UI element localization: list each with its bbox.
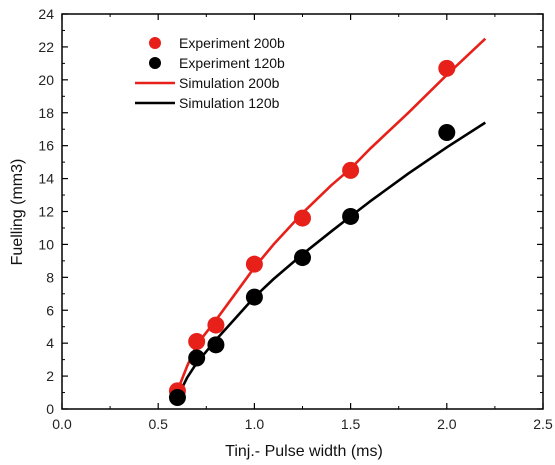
- y-tick-label: 6: [46, 302, 54, 318]
- y-tick-label: 14: [38, 171, 54, 187]
- x-tick-label: 2.0: [437, 416, 457, 432]
- legend: Experiment 200b Experiment 120b Simulation…: [135, 35, 285, 111]
- y-tick-label: 16: [38, 138, 54, 154]
- legend-label: Simulation 120b: [179, 95, 280, 111]
- data-point: [245, 288, 263, 306]
- y-tick-label: 0: [46, 401, 54, 417]
- data-point: [168, 388, 186, 406]
- y-tick-label: 8: [46, 269, 54, 285]
- data-point: [438, 59, 456, 77]
- x-tick-label: 1.0: [245, 416, 265, 432]
- x-axis-label: Tinj.- Pulse width (ms): [225, 443, 383, 460]
- x-tick-label: 0.5: [148, 416, 168, 432]
- y-axis-label: Fuelling (mm3): [9, 159, 26, 266]
- data-point: [207, 316, 225, 334]
- y-tick-label: 4: [46, 335, 54, 351]
- x-axis: 0.0 0.5 1.0 1.5 2.0 2.5: [52, 14, 553, 432]
- y-tick-label: 18: [38, 105, 54, 121]
- data-point: [207, 336, 225, 354]
- y-tick-label: 20: [38, 72, 54, 88]
- legend-marker: [149, 57, 161, 69]
- x-tick-label: 1.5: [341, 416, 361, 432]
- y-tick-label: 24: [38, 6, 54, 22]
- y-tick-label: 22: [38, 39, 54, 55]
- legend-marker: [149, 37, 161, 49]
- legend-label: Experiment 120b: [179, 55, 285, 71]
- y-tick-label: 12: [38, 204, 54, 220]
- y-tick-label: 2: [46, 368, 54, 384]
- legend-label: Experiment 200b: [179, 35, 285, 51]
- data-point: [294, 249, 311, 267]
- data-point: [188, 333, 206, 351]
- data-point: [294, 209, 311, 227]
- data-point: [342, 161, 360, 179]
- data-point: [342, 207, 360, 225]
- series-line: [176, 121, 487, 399]
- x-tick-label: 0.0: [52, 416, 72, 432]
- data-point: [245, 255, 263, 273]
- x-tick-label: 2.5: [533, 416, 553, 432]
- series-layer: [168, 37, 487, 406]
- data-point: [438, 124, 456, 141]
- legend-label: Simulation 200b: [179, 75, 280, 91]
- data-point: [188, 349, 206, 367]
- series-line: [176, 37, 487, 392]
- y-tick-label: 10: [38, 236, 54, 252]
